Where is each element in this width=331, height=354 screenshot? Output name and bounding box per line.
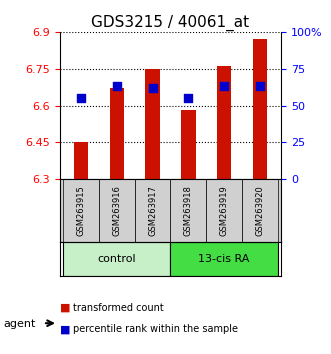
Bar <box>253 39 267 179</box>
Text: GSM263918: GSM263918 <box>184 185 193 236</box>
FancyBboxPatch shape <box>206 179 242 242</box>
Text: control: control <box>98 254 136 264</box>
Text: GSM263916: GSM263916 <box>112 185 121 236</box>
Bar <box>74 142 88 179</box>
FancyBboxPatch shape <box>170 179 206 242</box>
Text: ■: ■ <box>60 324 70 334</box>
Text: 13-cis RA: 13-cis RA <box>198 254 250 264</box>
Bar <box>181 110 196 179</box>
Text: GSM263919: GSM263919 <box>220 185 229 236</box>
Text: GSM263920: GSM263920 <box>256 185 264 236</box>
Title: GDS3215 / 40061_at: GDS3215 / 40061_at <box>91 14 250 30</box>
FancyBboxPatch shape <box>99 179 135 242</box>
Text: percentile rank within the sample: percentile rank within the sample <box>73 324 238 334</box>
Point <box>114 83 119 89</box>
Point <box>221 83 227 89</box>
Text: transformed count: transformed count <box>73 303 164 313</box>
Point <box>78 95 84 101</box>
FancyBboxPatch shape <box>63 179 99 242</box>
Point <box>150 86 155 91</box>
Bar <box>110 88 124 179</box>
Text: ■: ■ <box>60 303 70 313</box>
Text: GSM263915: GSM263915 <box>76 185 85 236</box>
FancyBboxPatch shape <box>170 242 278 276</box>
Point <box>186 95 191 101</box>
Text: GSM263917: GSM263917 <box>148 185 157 236</box>
Bar <box>217 66 231 179</box>
Text: agent: agent <box>3 319 36 329</box>
FancyBboxPatch shape <box>135 179 170 242</box>
Point <box>257 83 262 89</box>
FancyBboxPatch shape <box>242 179 278 242</box>
FancyBboxPatch shape <box>63 242 170 276</box>
Bar <box>145 69 160 179</box>
